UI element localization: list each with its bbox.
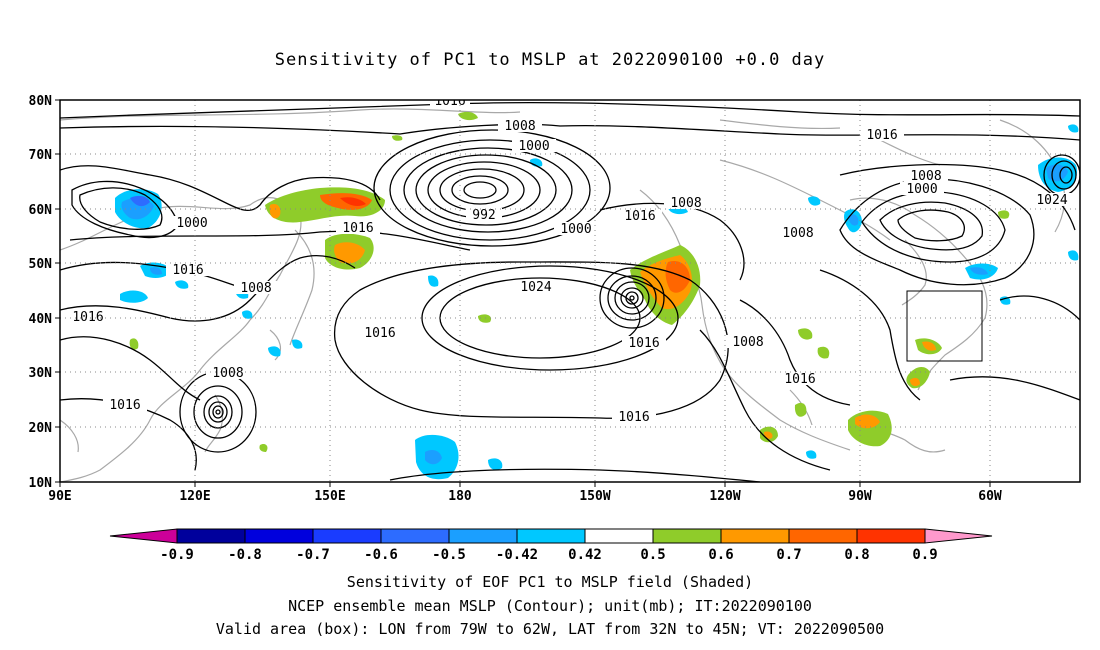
contour-label: 1008 [732,335,763,350]
contour-label: 1008 [212,366,243,381]
colorbar-swatch [788,528,858,544]
graticule [60,100,1080,482]
lat-label: 10N [29,476,53,491]
caption-valid-area: Valid area (box): LON from 79W to 62W, L… [215,620,885,638]
colorbar-label: -0.7 [296,547,330,563]
isobar-contours [60,102,1080,482]
lat-label: 70N [29,148,53,163]
colorbar-swatch [856,528,926,544]
contour-label: 1016 [628,336,659,351]
colorbar-label: -0.5 [432,547,466,563]
colorbar-label: 0.5 [640,547,665,563]
lat-label: 40N [29,312,53,327]
map-frame [59,99,1081,483]
contour-label: 1016 [624,209,655,224]
lat-label: 30N [29,366,53,381]
valid-area-box [906,290,983,362]
lon-label: 150E [314,489,345,504]
lon-label: 90W [848,489,872,504]
contour-label: 1016 [364,326,395,341]
colorbar-label: 0.7 [776,547,801,563]
colorbar-label: -0.6 [364,547,398,563]
lon-label: 90E [48,489,71,504]
contour-label: 1008 [670,196,701,211]
colorbar [109,528,993,544]
lat-label: 20N [29,421,53,436]
colorbar-swatch [652,528,722,544]
colorbar-swatch [720,528,790,544]
caption-shading: Sensitivity of EOF PC1 to MSLP field (Sh… [346,573,754,591]
contour-label: 1016 [784,372,815,387]
colorbar-label: -0.9 [160,547,194,563]
contour-label: 1016 [866,128,897,143]
contour-label: 1008 [910,169,941,184]
latitude-labels: 80N 70N 60N 50N 40N 30N 20N 10N [29,94,53,491]
contour-label: 1016 [618,410,649,425]
colorbar-swatch [448,528,518,544]
lon-label: 120W [709,489,740,504]
axis-ticks [55,99,991,487]
map-title: Sensitivity of PC1 to MSLP at 2022090100… [274,50,826,70]
contour-labels: 1016 1008 1000 992 1000 1008 1016 1000 1… [66,94,1074,425]
longitude-labels: 90E 120E 150E 180 150W 120W 90W 60W [48,489,1002,504]
contour-label: 1000 [906,182,937,197]
contour-label: 1008 [240,281,271,296]
colorbar-label: -0.42 [496,547,538,563]
lon-label: 180 [448,489,472,504]
colorbar-swatch [924,528,993,544]
colorbar-swatch [244,528,314,544]
lon-label: 150W [579,489,610,504]
contour-label: 1000 [560,222,591,237]
contour-label: 992 [472,208,495,223]
colorbar-label: 0.8 [844,547,869,563]
contour-label: 1000 [518,139,549,154]
contour-label: 1008 [782,226,813,241]
colorbar-swatch [312,528,382,544]
contour-label: 1016 [172,263,203,278]
lat-label: 50N [29,257,53,272]
colorbar-label: 0.9 [912,547,937,563]
lat-label: 80N [29,94,53,109]
caption-contour: NCEP ensemble mean MSLP (Contour); unit(… [288,597,812,615]
contour-label: 1024 [1036,193,1067,208]
contour-label: 1016 [342,221,373,236]
lon-label: 60W [978,489,1002,504]
colorbar-label: 0.42 [568,547,602,563]
contour-label: 1016 [434,94,465,109]
colorbar-swatch [380,528,450,544]
colorbar-labels: -0.9 -0.8 -0.7 -0.6 -0.5 -0.42 0.42 0.5 … [160,547,938,563]
contour-label: 1000 [176,216,207,231]
lat-label: 60N [29,203,53,218]
lon-label: 120E [179,489,210,504]
colorbar-label: -0.8 [228,547,262,563]
contour-label: 1016 [72,310,103,325]
colorbar-label: 0.6 [708,547,733,563]
contour-label: 1024 [520,280,551,295]
colorbar-swatch [584,528,654,544]
contour-label: 1008 [504,119,535,134]
colorbar-swatch [516,528,586,544]
contour-label: 1016 [109,398,140,413]
colorbar-swatch [176,528,246,544]
colorbar-swatch [109,528,178,544]
